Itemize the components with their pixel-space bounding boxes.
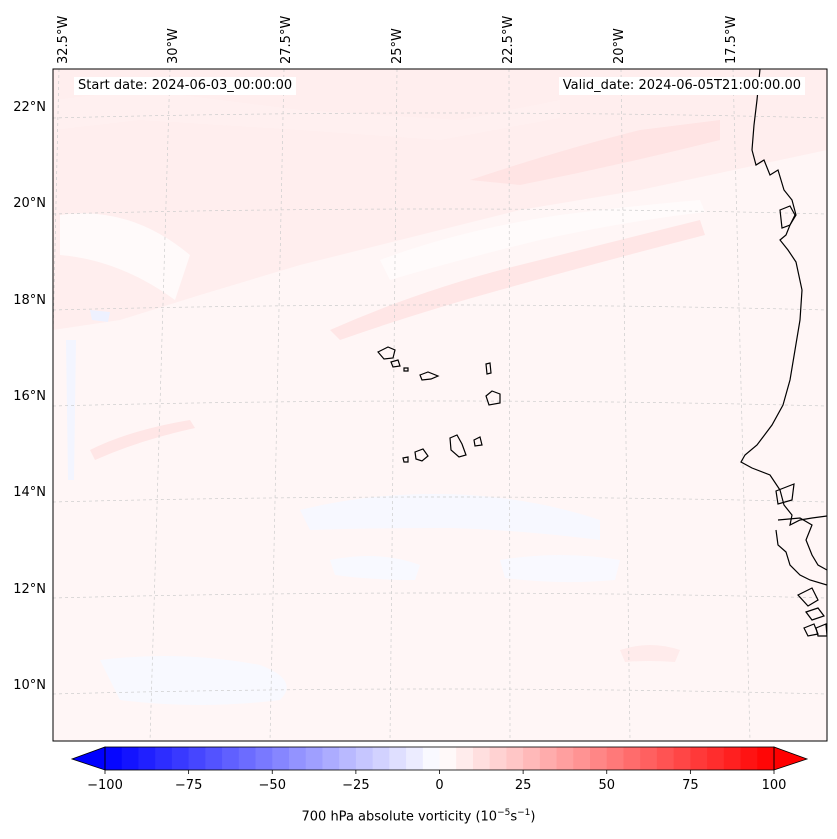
lat-label-22n: 22°N — [13, 100, 46, 115]
colorbar-segment — [171, 747, 190, 770]
coastlines — [377, 69, 827, 637]
colorbar-segment — [355, 747, 374, 770]
colorbar-tick-label: 50 — [598, 778, 615, 793]
lat-label-12n: 12°N — [13, 582, 46, 597]
colorbar-tick-label: −50 — [259, 778, 286, 793]
valid-date-annotation: Valid_date: 2024-06-05T21:00:00.00 — [558, 77, 805, 95]
island-maio — [473, 436, 483, 447]
vorticity-shading — [53, 69, 827, 705]
colorbar-segment — [188, 747, 206, 770]
colorbar-label-prefix: 700 hPa absolute vorticity (10 — [301, 809, 498, 825]
island-fogo — [414, 448, 429, 462]
graticule — [53, 69, 827, 741]
colorbar-segment — [422, 747, 440, 770]
africa-coastline — [740, 69, 827, 527]
colorbar-segment — [439, 747, 457, 770]
map-frame — [52, 68, 828, 742]
colorbar-segment — [472, 747, 491, 770]
island-sal — [485, 362, 492, 375]
colorbar-segment — [255, 747, 273, 770]
colorbar-segment — [238, 747, 257, 770]
lon-label-17-5w: 17.5°W — [724, 16, 739, 64]
colorbar-segment — [121, 747, 139, 770]
colorbar-label-exp1: −5 — [497, 808, 511, 818]
colorbar-ticks: −100 −75 −50 −25 0 25 50 75 100 — [87, 770, 786, 793]
colorbar-tick-label: 75 — [682, 778, 699, 793]
colorbar-segment — [506, 747, 524, 770]
colorbar-segment — [155, 747, 173, 770]
colorbar-segment — [105, 747, 123, 770]
lon-label-25w: 25°W — [390, 28, 405, 64]
colorbar-tick-label: −75 — [175, 778, 202, 793]
island-sao-nicolau — [419, 371, 440, 381]
lat-label-10n: 10°N — [13, 678, 46, 693]
colorbar-segment — [339, 747, 357, 770]
colorbar-segment — [288, 747, 307, 770]
colorbar-tick-label: 25 — [515, 778, 532, 793]
colorbar-segment — [523, 747, 541, 770]
lon-label-22-5w: 22.5°W — [501, 16, 516, 64]
colorbar-segment — [640, 747, 658, 770]
colorbar-segments — [105, 747, 775, 770]
colorbar-segment — [656, 747, 675, 770]
colorbar-segment — [205, 747, 223, 770]
colorbar-label-exp2: −1 — [517, 808, 531, 818]
colorbar-segment — [573, 747, 591, 770]
colorbar-segment — [623, 747, 641, 770]
lat-label-20n: 20°N — [13, 196, 46, 211]
colorbar-segment — [222, 747, 240, 770]
colorbar-label: 700 hPa absolute vorticity (10−5s−1) — [0, 808, 837, 824]
colorbar-segment — [757, 747, 775, 770]
lon-label-30w: 30°W — [166, 28, 181, 64]
lon-label-32-5w: 32.5°W — [56, 16, 71, 64]
lon-label-27-5w: 27.5°W — [279, 16, 294, 64]
colorbar-min-extension — [70, 746, 106, 771]
island-boa-vista — [485, 390, 501, 406]
colorbar-tick-label: 0 — [435, 778, 443, 793]
start-date-annotation: Start date: 2024-06-03_00:00:00 — [74, 77, 297, 95]
colorbar-segment — [406, 747, 424, 770]
colorbar-segment — [389, 747, 407, 770]
colorbar-segment — [740, 747, 758, 770]
map-area — [52, 68, 828, 742]
colorbar-segment — [556, 747, 574, 770]
colorbar-segment — [272, 747, 290, 770]
colorbar-tick-label: 100 — [762, 778, 787, 793]
colorbar-tick-label: −100 — [87, 778, 123, 793]
colorbar-segment — [606, 747, 624, 770]
lat-label-14n: 14°N — [13, 485, 46, 500]
colorbar-segment — [539, 747, 558, 770]
colorbar-tick-label: −25 — [342, 778, 369, 793]
colorbar-segment — [673, 747, 691, 770]
island-santiago — [449, 434, 467, 458]
lon-label-20w: 20°W — [612, 28, 627, 64]
colorbar-label-mid: s — [510, 809, 518, 825]
colorbar-max-extension — [773, 746, 809, 771]
colorbar-label-suffix: ) — [530, 809, 536, 825]
lat-label-16n: 16°N — [13, 389, 46, 404]
island-brava — [402, 456, 409, 463]
island-santo-antao — [377, 346, 396, 360]
colorbar-segment — [723, 747, 742, 770]
colorbar-segment — [138, 747, 156, 770]
longitude-labels: 32.5°W 30°W 27.5°W 25°W 22.5°W 20°W 17.5… — [56, 16, 739, 64]
colorbar-segment — [590, 747, 608, 770]
latitude-labels: 22°N 20°N 18°N 16°N 14°N 12°N 10°N — [13, 100, 46, 693]
lat-label-18n: 18°N — [13, 293, 46, 308]
colorbar-segment — [305, 747, 323, 770]
colorbar-segment — [489, 747, 507, 770]
colorbar-segment — [372, 747, 390, 770]
colorbar-segment — [690, 747, 708, 770]
island-santa-luzia — [403, 367, 409, 372]
colorbar-segment — [707, 747, 725, 770]
island-sao-vicente — [390, 359, 401, 368]
colorbar: −100 −75 −50 −25 0 25 50 75 100 — [70, 746, 809, 793]
colorbar-segment — [456, 747, 474, 770]
colorbar-segment — [322, 747, 340, 770]
